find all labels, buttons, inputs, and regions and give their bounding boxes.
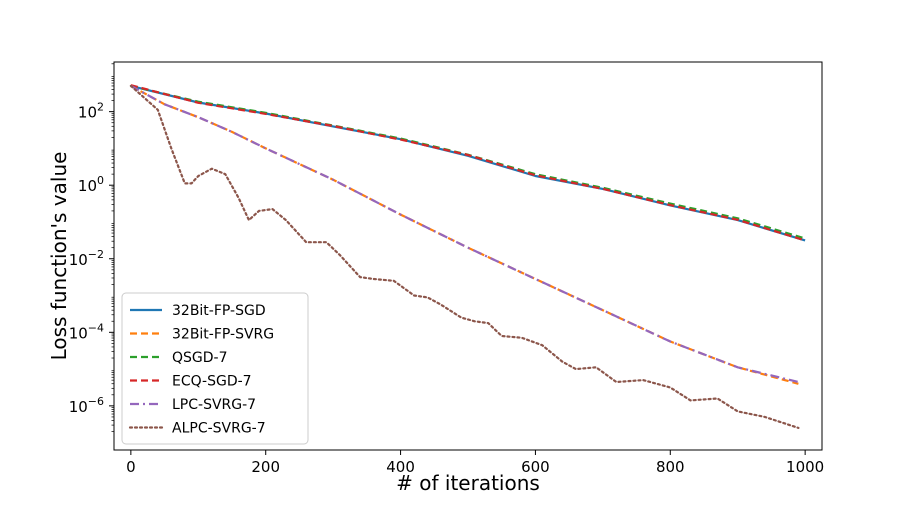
x-tick-label: 200 bbox=[251, 458, 280, 476]
x-tick-label: 1000 bbox=[786, 458, 824, 476]
plot-frame bbox=[113, 61, 823, 451]
x-tick-label: 400 bbox=[386, 458, 415, 476]
x-tick-label: 600 bbox=[521, 458, 550, 476]
y-tick-label: 10−6 bbox=[69, 395, 104, 416]
legend-label: LPC-SVRG-7 bbox=[172, 397, 256, 413]
legend-label: QSGD-7 bbox=[172, 350, 228, 366]
series-line-lpc-svrg-7 bbox=[130, 84, 799, 384]
axes-layer: 0 200 400 600 800 1000 102 100 10−2 10−4 10−6 bbox=[69, 63, 824, 476]
y-axis-label: Loss function's value bbox=[47, 152, 71, 361]
x-tick-label: 0 bbox=[126, 458, 136, 476]
y-tick-label: 102 bbox=[78, 101, 104, 122]
series-line-ecq-sgd-7 bbox=[130, 84, 806, 242]
series-line-alpc-svrg-7 bbox=[129, 84, 800, 429]
legend-label: 32Bit-FP-SVRG bbox=[172, 327, 274, 343]
y-tick-label: 100 bbox=[78, 174, 104, 195]
legend: 32Bit-FP-SGD 32Bit-FP-SVRG QSGD-7 ECQ-SGD-7… bbox=[121, 292, 309, 445]
y-tick-label: 10−2 bbox=[69, 248, 104, 269]
legend-label: 32Bit-FP-SGD bbox=[172, 303, 266, 319]
legend-label: ALPC-SVRG-7 bbox=[172, 421, 266, 437]
x-axis-label: # of iterations bbox=[396, 471, 540, 495]
y-tick-label: 10−4 bbox=[69, 321, 104, 342]
plot-layer bbox=[129, 84, 806, 429]
x-tick-label: 800 bbox=[656, 458, 685, 476]
legend-label: ECQ-SGD-7 bbox=[172, 374, 252, 390]
legend-frame bbox=[121, 292, 309, 445]
